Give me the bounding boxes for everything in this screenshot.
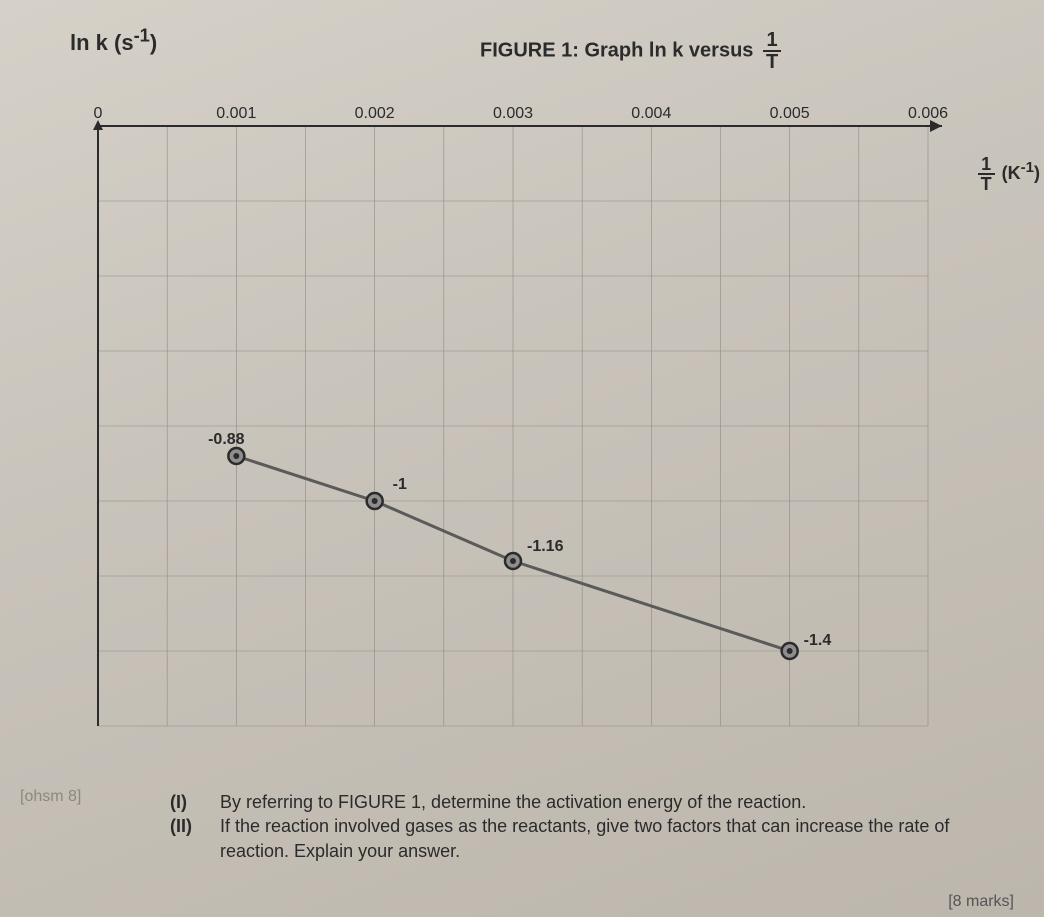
y-axis-title: ln k (s-1) <box>70 25 157 56</box>
question-block: (I) By referring to FIGURE 1, determine … <box>170 790 970 863</box>
x-tick-label: 0.006 <box>908 105 948 122</box>
figure-title: FIGURE 1: Graph ln k versus 1 T <box>480 30 781 72</box>
x-axis-frac-num: 1 <box>978 155 995 175</box>
fraction-numerator: 1 <box>763 30 781 52</box>
data-point-label: -1.4 <box>804 632 832 649</box>
x-axis-title: 1 T (K-1) <box>978 155 1040 193</box>
faded-bleedthrough-text: [ohsm 8] <box>20 788 81 806</box>
x-axis-unit: (K-1) <box>1002 163 1040 183</box>
question-i-text: By referring to FIGURE 1, determine the … <box>220 790 970 814</box>
chart-svg: 00.0010.0020.0030.0040.0050.0060-0.2-0.4… <box>88 96 968 736</box>
data-point-center <box>372 498 378 504</box>
page-root: ln k (s-1) FIGURE 1: Graph ln k versus 1… <box>0 0 1044 917</box>
data-point-label: -1.16 <box>527 538 564 555</box>
question-ii-text: If the reaction involved gases as the re… <box>220 814 970 863</box>
x-tick-label: 0 <box>94 105 103 122</box>
x-axis-frac-den: T <box>978 175 995 193</box>
question-ii-row: (II) If the reaction involved gases as t… <box>170 814 970 863</box>
data-point-center <box>233 453 239 459</box>
data-point-center <box>510 558 516 564</box>
x-axis-fraction: 1 T <box>978 155 995 193</box>
question-ii-num: (II) <box>170 814 220 863</box>
plot-area: 00.0010.0020.0030.0040.0050.0060-0.2-0.4… <box>88 96 968 736</box>
y-axis-title-text: ln k (s-1) <box>70 30 157 55</box>
data-point-label: -1 <box>393 476 407 493</box>
marks-label: [8 marks] <box>948 893 1014 911</box>
question-i-num: (I) <box>170 790 220 814</box>
x-tick-label: 0.003 <box>493 105 533 122</box>
figure-title-fraction: 1 T <box>763 30 781 72</box>
x-tick-label: 0.005 <box>770 105 810 122</box>
fraction-denominator: T <box>763 52 781 72</box>
question-i-row: (I) By referring to FIGURE 1, determine … <box>170 790 970 814</box>
x-tick-label: 0.001 <box>216 105 256 122</box>
x-tick-label: 0.002 <box>355 105 395 122</box>
data-point-label: -0.88 <box>208 431 245 448</box>
data-point-center <box>787 648 793 654</box>
x-tick-label: 0.004 <box>631 105 671 122</box>
figure-title-text: FIGURE 1: Graph ln k versus <box>480 39 759 61</box>
